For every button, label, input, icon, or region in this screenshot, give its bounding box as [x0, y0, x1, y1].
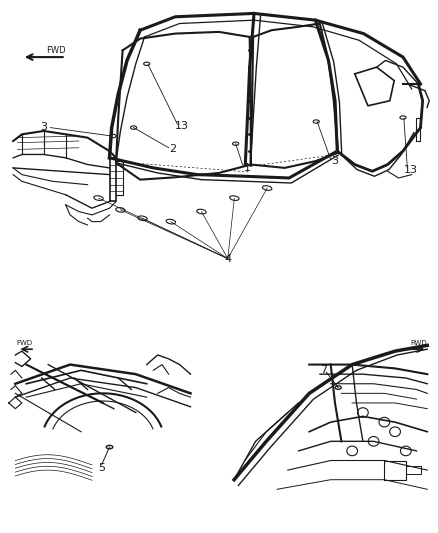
Text: 2: 2: [170, 144, 177, 155]
Text: 5: 5: [99, 463, 105, 473]
Text: 1: 1: [244, 163, 251, 173]
Text: FWD: FWD: [46, 46, 66, 55]
Text: 3: 3: [40, 122, 47, 132]
Text: 7: 7: [320, 365, 327, 375]
Text: 13: 13: [175, 121, 189, 131]
Text: 3: 3: [332, 156, 339, 166]
Text: RWD: RWD: [410, 341, 427, 346]
Text: 13: 13: [404, 165, 418, 175]
Text: 4: 4: [224, 254, 231, 263]
Text: FWD: FWD: [16, 341, 32, 346]
